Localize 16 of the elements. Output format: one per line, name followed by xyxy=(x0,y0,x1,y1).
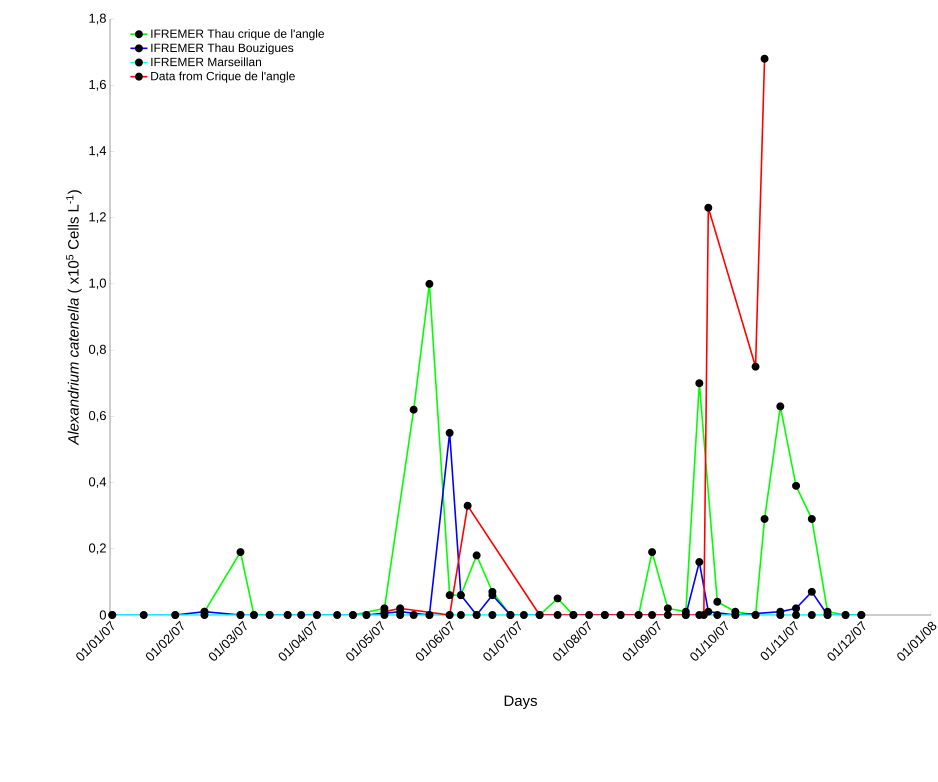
y-tick-label: 1,8 xyxy=(89,14,106,24)
y-tick-label: 1,2 xyxy=(89,212,106,224)
y-tick-label: 0,6 xyxy=(88,410,106,422)
y-tick-label: 1,6 xyxy=(89,80,106,91)
y-tick-label: 0,8 xyxy=(88,344,106,356)
y-tick-label: 1,0 xyxy=(89,278,106,290)
legend-label: IFREMER Thau crique de l'angle xyxy=(151,29,324,40)
y-axis-title: Alexandrium catenella ( x10$^{5}$ Cells L$^{-1}$) xyxy=(66,190,82,446)
y-tick-label: 0 xyxy=(100,610,106,620)
legend-label: IFREMER Marseillan xyxy=(151,57,262,66)
legend-label: Data from Crique de l'angle xyxy=(151,72,295,83)
legend-label: IFREMER Thau Bouzigues xyxy=(151,43,294,54)
y-tick-label: 0,2 xyxy=(88,543,106,554)
y-tick-label: 0,4 xyxy=(88,477,106,488)
x-axis-title: Days xyxy=(504,696,537,709)
y-tick-label: 1,4 xyxy=(89,146,106,157)
